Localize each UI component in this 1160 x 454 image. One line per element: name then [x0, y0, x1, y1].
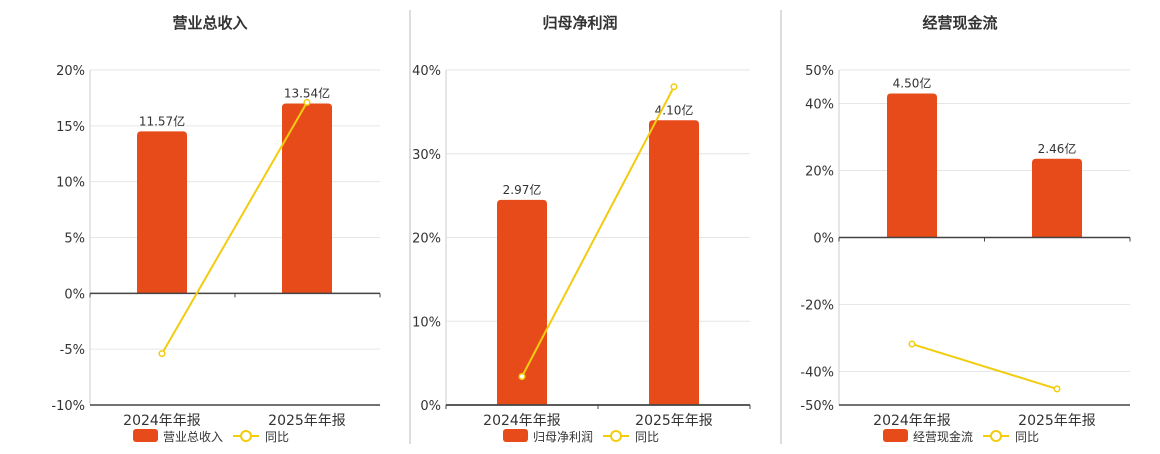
x-category-label: 2024年年报	[873, 413, 951, 429]
y-tick-label: 20%	[412, 232, 441, 247]
legend-line-marker	[610, 430, 622, 442]
y-tick-label: 20%	[56, 64, 85, 79]
y-tick-label: 40%	[805, 98, 834, 113]
bar-data-label: 2.97亿	[503, 182, 542, 197]
chart-1: 营业总收入 -10% -5% 0% 5% 10% 15% 20% 11.57亿 13.54亿 202…	[51, 14, 381, 444]
legend-bar-label: 经营现金流	[913, 429, 973, 444]
y-tick-label: -5%	[60, 343, 85, 358]
chart-title: 经营现金流	[922, 14, 997, 32]
chart-title: 归母净利润	[542, 14, 617, 32]
yoy-point	[670, 83, 678, 91]
bar-data-label: 4.50亿	[893, 75, 932, 90]
bar-data-label: 11.57亿	[139, 113, 185, 128]
y-tick-label: -20%	[800, 299, 834, 314]
yoy-point	[1053, 385, 1061, 393]
legend-line-marker	[240, 430, 252, 442]
legend-line-label: 同比	[635, 430, 659, 444]
bar-data-label: 2.46亿	[1038, 141, 1077, 156]
y-tick-label: -10%	[51, 399, 85, 414]
legend-line-marker	[990, 430, 1002, 442]
legend-line-label: 同比	[265, 430, 289, 444]
x-category-label: 2025年年报	[268, 413, 346, 429]
bar	[137, 131, 187, 294]
y-tick-label: 15%	[56, 120, 85, 135]
y-tick-label: 0%	[420, 399, 441, 414]
y-tick-label: 40%	[412, 64, 441, 79]
yoy-line	[521, 86, 675, 377]
y-tick-label: 5%	[64, 232, 85, 247]
bar	[282, 103, 332, 294]
x-category-label: 2025年年报	[635, 413, 713, 429]
x-category-label: 2025年年报	[1018, 413, 1096, 429]
chart-2: 归母净利润 0% 10% 20% 30% 40% 2.97亿 4.10亿 2024年年报 2025…	[412, 14, 751, 444]
legend-bar-swatch	[883, 429, 908, 442]
x-category-label: 2024年年报	[123, 413, 201, 429]
bar	[887, 93, 937, 238]
y-tick-label: 10%	[412, 315, 441, 330]
yoy-line	[161, 101, 308, 355]
chart-3: 经营现金流 -50% -40% -20% 0% 20% 40% 50% 4.50亿 2.46亿 20…	[800, 14, 1131, 444]
bar	[1032, 158, 1082, 238]
x-category-label: 2024年年报	[483, 413, 561, 429]
bar	[649, 120, 699, 405]
y-tick-label: 50%	[805, 64, 834, 79]
y-tick-label: 0%	[64, 287, 85, 302]
y-tick-label: 10%	[56, 176, 85, 191]
legend-line-label: 同比	[1015, 430, 1039, 444]
chart-title: 营业总收入	[172, 14, 247, 32]
y-tick-label: -40%	[800, 366, 834, 381]
bar-data-label: 4.10亿	[655, 102, 694, 117]
bar-data-label: 13.54亿	[284, 86, 330, 101]
y-tick-label: 20%	[805, 165, 834, 180]
y-tick-label: 0%	[813, 232, 834, 247]
y-tick-label: 30%	[412, 148, 441, 163]
legend-bar-label: 营业总收入	[163, 430, 223, 444]
yoy-point	[158, 350, 166, 358]
yoy-point	[303, 98, 311, 106]
legend-bar-label: 归母净利润	[533, 430, 593, 444]
legend-bar-swatch	[503, 429, 528, 442]
yoy-line	[911, 343, 1058, 390]
legend-bar-swatch	[133, 429, 158, 442]
yoy-point	[908, 340, 916, 348]
yoy-point	[518, 372, 526, 381]
y-tick-label: -50%	[800, 399, 834, 414]
